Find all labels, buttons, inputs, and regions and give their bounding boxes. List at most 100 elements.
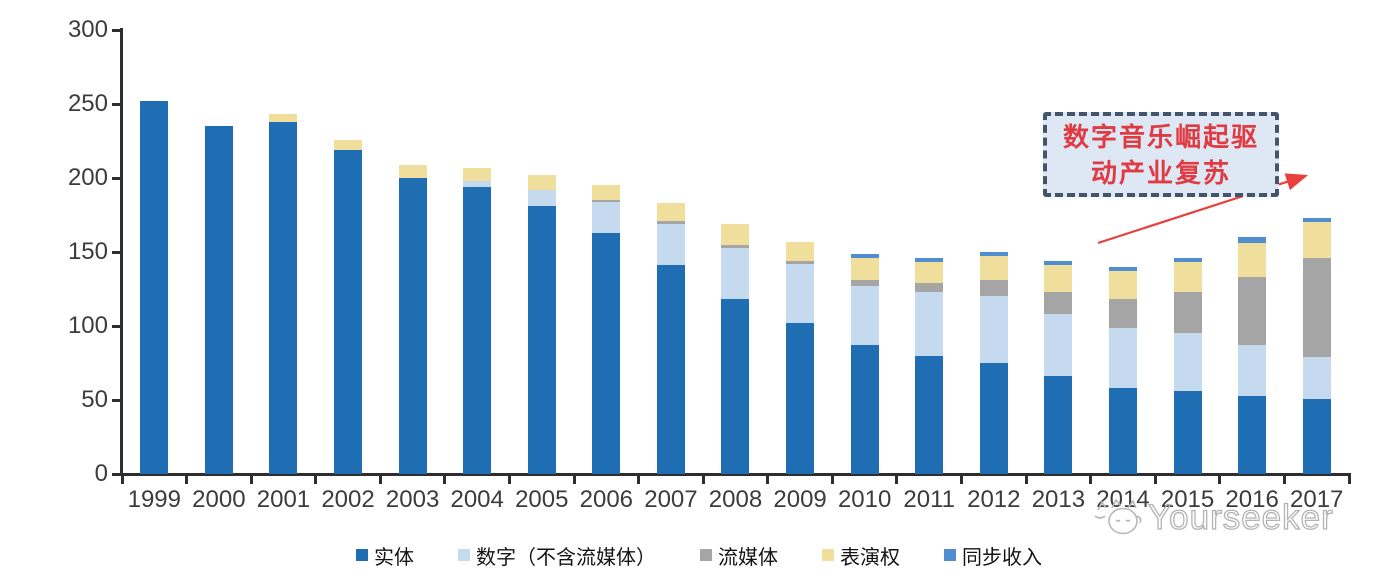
x-axis-label-2010: 2010 bbox=[837, 486, 892, 513]
bar-group-2001 bbox=[251, 30, 316, 474]
x-axis-label-2000: 2000 bbox=[192, 486, 246, 513]
bar-group-2015 bbox=[1155, 30, 1220, 474]
x-axis-label-2016: 2016 bbox=[1225, 486, 1279, 513]
y-axis-tick bbox=[112, 28, 121, 32]
bar-segment-2005 bbox=[527, 175, 556, 190]
bar-segment-2013 bbox=[1044, 314, 1073, 377]
legend-item-1: 数字（不含流媒体） bbox=[458, 541, 656, 570]
bar-segment-2017 bbox=[1302, 217, 1331, 223]
plot-area bbox=[122, 30, 1349, 474]
bar-group-2016 bbox=[1220, 30, 1285, 474]
legend-swatch-icon bbox=[700, 549, 712, 561]
bar-segment-2015 bbox=[1173, 391, 1202, 474]
y-axis-label-150: 150 bbox=[67, 238, 108, 265]
bar-segment-2005 bbox=[527, 189, 556, 207]
bar-2002 bbox=[334, 139, 363, 474]
bar-2013 bbox=[1044, 260, 1073, 474]
y-axis-tick bbox=[112, 324, 121, 328]
legend-label-2: 流媒体 bbox=[718, 546, 778, 569]
x-axis-tick bbox=[1089, 476, 1093, 484]
y-axis-label-100: 100 bbox=[67, 312, 108, 339]
bar-group-2008 bbox=[703, 30, 768, 474]
bar-segment-2007 bbox=[656, 203, 685, 221]
y-axis-tick bbox=[112, 176, 121, 180]
bar-segment-2007 bbox=[656, 223, 685, 266]
y-axis-label-300: 300 bbox=[67, 16, 108, 43]
x-axis-tick bbox=[443, 476, 447, 484]
bar-segment-2000 bbox=[204, 126, 233, 474]
x-axis-label-2015: 2015 bbox=[1160, 486, 1215, 513]
x-axis-label-2012: 2012 bbox=[967, 486, 1021, 513]
bar-segment-2003 bbox=[398, 164, 427, 178]
bar-group-1999 bbox=[122, 30, 187, 474]
y-axis-line bbox=[120, 28, 123, 475]
bar-2015 bbox=[1173, 257, 1202, 474]
x-axis-label-1999: 1999 bbox=[127, 486, 181, 513]
bar-group-2009 bbox=[768, 30, 833, 474]
bar-segment-2014 bbox=[1108, 266, 1137, 272]
bar-segment-2009 bbox=[786, 260, 815, 264]
annotation-callout: 数字音乐崛起驱 动产业复苏 bbox=[1043, 112, 1279, 197]
cat-logo-icon bbox=[1094, 498, 1142, 535]
watermark: Yourseeker bbox=[1092, 496, 1334, 540]
legend-swatch-icon bbox=[944, 549, 956, 561]
bar-segment-2013 bbox=[1044, 265, 1073, 292]
bar-group-2004 bbox=[445, 30, 510, 474]
x-axis-label-2004: 2004 bbox=[450, 486, 504, 513]
bar-segment-2017 bbox=[1302, 222, 1331, 258]
bar-segment-2003 bbox=[398, 178, 427, 474]
bar-segment-2009 bbox=[786, 323, 815, 474]
x-axis-tick bbox=[314, 476, 318, 484]
y-axis-tick bbox=[112, 102, 121, 106]
bar-segment-2012 bbox=[979, 363, 1008, 474]
bar-segment-2008 bbox=[721, 299, 750, 474]
x-axis-line bbox=[120, 473, 1351, 476]
x-axis-tick bbox=[572, 476, 576, 484]
bar-group-2011 bbox=[897, 30, 962, 474]
y-axis-label-250: 250 bbox=[67, 90, 108, 117]
bar-segment-2014 bbox=[1108, 388, 1137, 474]
x-axis-tick bbox=[960, 476, 964, 484]
bar-segment-2013 bbox=[1044, 291, 1073, 315]
bar-segment-2002 bbox=[334, 149, 363, 474]
bar-segment-2010 bbox=[850, 253, 879, 258]
x-axis-tick bbox=[637, 476, 641, 484]
bar-segment-2015 bbox=[1173, 257, 1202, 263]
bar-2012 bbox=[979, 252, 1008, 474]
bar-segment-2015 bbox=[1173, 333, 1202, 392]
bar-2007 bbox=[656, 203, 685, 474]
legend-item-2: 流媒体 bbox=[700, 541, 778, 570]
bar-segment-2013 bbox=[1044, 260, 1073, 266]
legend-swatch-icon bbox=[458, 549, 470, 561]
y-axis-label-0: 0 bbox=[94, 460, 108, 487]
bar-segment-2012 bbox=[979, 296, 1008, 363]
bar-2010 bbox=[850, 253, 879, 474]
bar-segment-2013 bbox=[1044, 376, 1073, 474]
x-axis-label-2013: 2013 bbox=[1031, 486, 1086, 513]
bar-segment-2006 bbox=[592, 185, 621, 201]
bar-group-2010 bbox=[832, 30, 897, 474]
bar-segment-2005 bbox=[527, 206, 556, 474]
bar-group-2017 bbox=[1284, 30, 1349, 474]
bar-segment-2011 bbox=[915, 283, 944, 292]
bar-2008 bbox=[721, 223, 750, 474]
legend-item-0: 实体 bbox=[356, 541, 414, 570]
bar-segment-2001 bbox=[269, 121, 298, 474]
bar-2009 bbox=[786, 241, 815, 474]
bar-segment-2004 bbox=[463, 180, 492, 187]
bar-group-2005 bbox=[509, 30, 574, 474]
bar-group-2014 bbox=[1091, 30, 1156, 474]
bar-segment-2011 bbox=[915, 355, 944, 474]
bar-segment-2011 bbox=[915, 291, 944, 356]
bar-1999 bbox=[140, 101, 169, 474]
y-axis-label-50: 50 bbox=[81, 386, 108, 413]
bar-group-2007 bbox=[639, 30, 704, 474]
legend-swatch-icon bbox=[356, 549, 368, 561]
bar-2006 bbox=[592, 185, 621, 474]
x-axis-tick bbox=[507, 476, 511, 484]
bar-segment-2010 bbox=[850, 257, 879, 281]
bar-segment-2008 bbox=[721, 223, 750, 245]
bar-segment-2002 bbox=[334, 139, 363, 150]
legend-label-0: 实体 bbox=[374, 546, 414, 569]
bar-segment-2004 bbox=[463, 167, 492, 181]
